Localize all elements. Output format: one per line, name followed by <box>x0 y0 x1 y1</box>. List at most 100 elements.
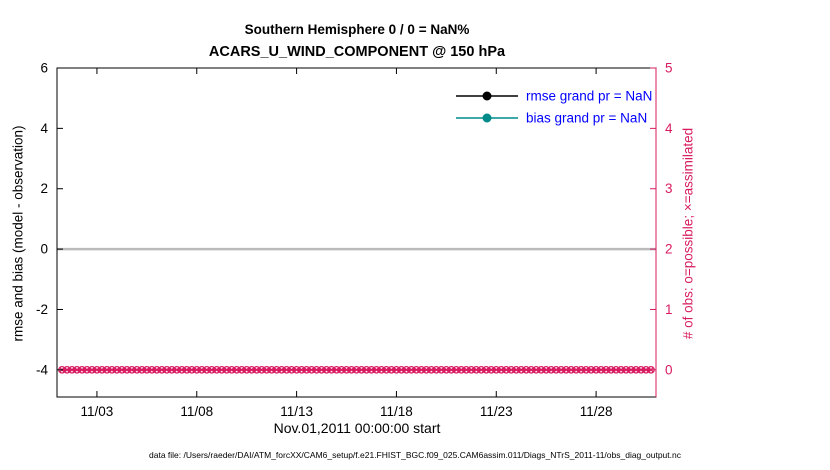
obs-possible-marker <box>287 365 296 374</box>
y-right-tick-label: 4 <box>665 121 673 136</box>
obs-possible-marker <box>477 365 486 374</box>
obs-possible-marker <box>83 365 91 374</box>
y-right-tick-label: 5 <box>665 61 673 76</box>
obs-possible-marker <box>337 365 346 374</box>
obs-possible-marker <box>128 365 136 374</box>
obs-possible-marker <box>227 365 236 374</box>
obs-possible-marker <box>512 365 521 374</box>
y-left-tick-label: -4 <box>36 362 48 377</box>
obs-possible-marker <box>502 365 511 374</box>
obs-possible-marker <box>73 365 81 374</box>
obs-possible-marker <box>517 365 526 374</box>
obs-possible-marker <box>597 365 605 374</box>
obs-possible-marker <box>123 365 131 374</box>
obs-possible-marker <box>322 365 331 374</box>
y-left-tick-label: -2 <box>36 302 48 317</box>
obs-possible-marker <box>637 365 645 374</box>
obs-possible-marker <box>592 365 600 374</box>
y-left-tick-label: 4 <box>40 121 48 136</box>
obs-possible-marker <box>88 365 96 374</box>
obs-possible-marker <box>542 365 551 374</box>
obs-possible-marker <box>432 365 441 374</box>
obs-possible-marker <box>217 365 226 374</box>
x-tick-label: 11/03 <box>81 404 114 419</box>
x-tick-label: 11/18 <box>380 404 413 419</box>
obs-possible-marker <box>492 365 501 374</box>
obs-possible-marker <box>68 365 76 374</box>
data-file-path: data file: /Users/raeder/DAI/ATM_forcXX/… <box>149 450 681 460</box>
obs-possible-marker <box>63 365 71 374</box>
obs-possible-marker <box>487 365 496 374</box>
obs-possible-marker <box>627 365 635 374</box>
obs-possible-marker <box>467 365 476 374</box>
obs-possible-marker <box>118 365 126 374</box>
obs-possible-marker <box>482 365 491 374</box>
obs-possible-marker <box>622 365 630 374</box>
chart-subtitle: ACARS_U_WIND_COMPONENT @ 150 hPa <box>208 44 506 60</box>
chart-title: Southern Hemisphere 0 / 0 = NaN% <box>244 22 470 37</box>
obs-possible-marker <box>582 365 590 374</box>
obs-possible-marker <box>187 365 196 374</box>
obs-possible-marker <box>312 365 321 374</box>
obs-possible-marker <box>147 365 156 374</box>
obs-possible-marker <box>342 365 351 374</box>
obs-possible-marker <box>237 365 246 374</box>
y-right-tick-label: 2 <box>665 242 673 257</box>
obs-possible-marker <box>277 365 286 374</box>
obs-possible-marker <box>577 365 585 374</box>
x-axis-label: Nov.01,2011 00:00:00 start <box>273 420 441 436</box>
obs-possible-marker <box>362 365 371 374</box>
obs-possible-marker <box>452 365 461 374</box>
obs-possible-marker <box>642 365 650 374</box>
obs-possible-marker <box>407 365 416 374</box>
obs-possible-marker <box>497 365 506 374</box>
obs-possible-marker <box>317 365 326 374</box>
legend-label: bias grand pr = NaN <box>526 111 647 126</box>
obs-possible-marker <box>422 365 431 374</box>
x-tick-label: 11/13 <box>280 404 313 419</box>
obs-possible-marker <box>327 365 336 374</box>
y-right-tick-label: 0 <box>665 362 673 377</box>
y-left-tick-label: 2 <box>40 181 48 196</box>
obs-possible-marker <box>182 365 191 374</box>
obs-possible-marker <box>357 365 366 374</box>
obs-possible-marker <box>297 365 306 374</box>
legend-marker <box>482 91 492 101</box>
obs-possible-marker <box>507 365 516 374</box>
obs-possible-marker <box>103 365 111 374</box>
obs-possible-marker <box>457 365 466 374</box>
obs-possible-marker <box>133 365 141 374</box>
obs-possible-marker <box>197 365 206 374</box>
y-right-tick-label: 1 <box>665 302 673 317</box>
obs-possible-marker <box>377 365 386 374</box>
obs-possible-marker <box>442 365 451 374</box>
obs-possible-marker <box>612 365 620 374</box>
obs-possible-marker <box>143 365 151 374</box>
y-left-tick-label: 6 <box>40 61 48 76</box>
obs-possible-marker <box>252 365 261 374</box>
obs-possible-marker <box>222 365 231 374</box>
obs-possible-marker <box>172 365 181 374</box>
obs-possible-marker <box>292 365 301 374</box>
obs-possible-marker <box>232 365 241 374</box>
legend-label: rmse grand pr = NaN <box>526 89 652 104</box>
obs-possible-marker <box>257 365 266 374</box>
obs-possible-marker <box>572 365 580 374</box>
obs-possible-marker <box>587 365 595 374</box>
obs-possible-marker <box>267 365 276 374</box>
x-tick-label: 11/28 <box>580 404 613 419</box>
legend-marker <box>482 113 492 123</box>
obs-possible-marker <box>567 365 575 374</box>
obs-possible-marker <box>537 365 546 374</box>
obs-possible-marker <box>532 365 541 374</box>
obs-possible-marker <box>177 365 186 374</box>
obs-possible-marker <box>472 365 481 374</box>
obs-possible-marker <box>557 365 566 374</box>
obs-possible-marker <box>632 365 640 374</box>
obs-possible-marker <box>192 365 201 374</box>
obs-possible-marker <box>207 365 216 374</box>
obs-possible-marker <box>462 365 471 374</box>
obs-possible-marker <box>113 365 121 374</box>
obs-possible-marker <box>562 365 571 374</box>
obs-possible-marker <box>282 365 291 374</box>
